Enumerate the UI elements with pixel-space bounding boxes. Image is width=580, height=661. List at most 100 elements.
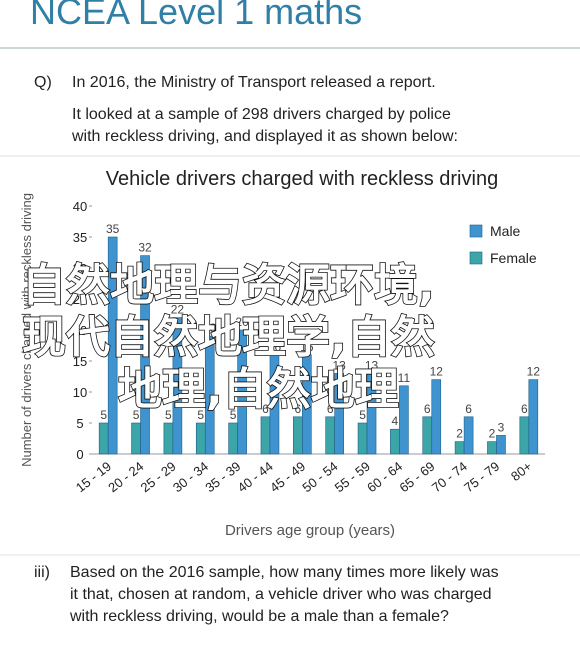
bar [357,422,368,455]
bar [237,329,247,455]
bar [325,416,335,455]
watermark: 地理,自然地理 [118,364,399,415]
x-tick-label: 35 - 39 [202,459,243,496]
bar [204,335,215,455]
bar [107,236,118,455]
data-label: 3 [498,420,505,434]
x-axis-title: Drivers age group (years) [225,522,395,539]
data-label: 12 [527,365,541,379]
bar [463,416,474,455]
data-label: 6 [424,402,431,416]
bar [528,379,539,455]
bar [334,373,344,455]
x-tick-label: 30 - 34 [170,459,211,496]
data-label: 2 [456,427,463,441]
data-label: 5 [133,408,140,422]
bar [269,354,280,455]
data-label: 5 [165,408,172,422]
x-tick-label: 20 - 24 [105,459,146,496]
data-label: 32 [138,241,152,255]
data-label: 20 [235,315,249,329]
bar [390,428,400,455]
bar [260,416,271,455]
legend-swatch [469,224,483,238]
x-tick-label: 45 - 49 [267,459,308,496]
watermark: 现代自然地理学,自然 [22,312,435,363]
data-label: 5 [197,408,204,422]
x-tick-label: 75 - 79 [461,459,502,496]
legend-swatch [469,251,483,265]
data-label: 11 [398,371,411,385]
data-label: 6 [465,402,472,416]
data-label: 13 [332,358,346,372]
bar [195,422,206,455]
bar [454,441,465,455]
y-tick-label: 40 [73,199,87,214]
bar [496,435,506,455]
question-line: with reckless driving, and displayed it … [71,128,458,145]
data-label: 22 [171,303,185,317]
chart-title: Vehicle drivers charged with reckless dr… [106,168,498,190]
data-label: 6 [262,402,269,416]
y-tick-label: 15 [73,354,87,369]
y-tick-label: 25 [73,292,87,307]
y-tick-label: 10 [73,385,87,400]
y-tick-label: 5 [76,416,83,431]
x-tick-label: 50 - 54 [299,459,340,496]
y-tick-label: 35 [73,230,87,245]
x-tick-label: 60 - 64 [364,459,405,496]
data-label: 19 [203,321,217,335]
bar [293,416,303,455]
bar [131,422,141,455]
data-label: 12 [430,365,444,379]
x-tick-label: 80+ [508,459,535,484]
data-label: 16 [268,340,282,354]
question-line: In 2016, the Ministry of Transport relea… [72,74,436,91]
bar [163,422,174,455]
y-tick-label: 20 [73,323,87,338]
x-tick-label: 70 - 74 [429,459,470,496]
part-line: it that, chosen at random, a vehicle dri… [70,586,492,603]
data-label: 6 [327,402,334,416]
bar [366,373,377,455]
part-line: with reckless driving, would be a male t… [69,608,449,625]
data-label: 16 [300,340,314,354]
x-tick-label: 15 - 19 [73,459,114,496]
bar [487,441,497,455]
y-tick-label: 0 [76,447,83,462]
y-axis-title: Number of drivers charged with reckless … [19,193,34,467]
bar [399,385,409,455]
header-title: NCEA Level 1 maths [30,0,362,32]
question-line: It looked at a sample of 298 drivers cha… [72,106,451,123]
x-tick-label: 55 - 59 [332,459,373,496]
x-tick-label: 65 - 69 [396,459,437,496]
bar [98,422,109,455]
y-tick-label: 30 [73,261,87,276]
bar [519,416,530,455]
bar [172,317,183,455]
data-label: 2 [489,427,496,441]
question-label: Q) [34,74,52,91]
bar [431,379,442,455]
watermark: 自然地理与资源环境, [22,260,435,311]
part-line: Based on the 2016 sample, how many times… [70,564,499,581]
bar [422,416,433,455]
bar [302,354,312,455]
bar [228,422,238,455]
data-label: 5 [100,408,107,422]
data-label: 6 [521,402,528,416]
x-tick-label: 40 - 44 [235,459,276,496]
data-label: 5 [230,408,237,422]
part-label: iii) [34,564,50,581]
data-label: 6 [294,402,301,416]
data-label: 13 [365,358,379,372]
data-label: 5 [359,408,366,422]
legend-label: Female [490,250,537,266]
bar [140,255,150,455]
x-tick-label: 25 - 29 [138,459,179,496]
data-label: 4 [392,414,399,428]
legend-label: Male [490,223,521,239]
data-label: 35 [106,222,120,236]
